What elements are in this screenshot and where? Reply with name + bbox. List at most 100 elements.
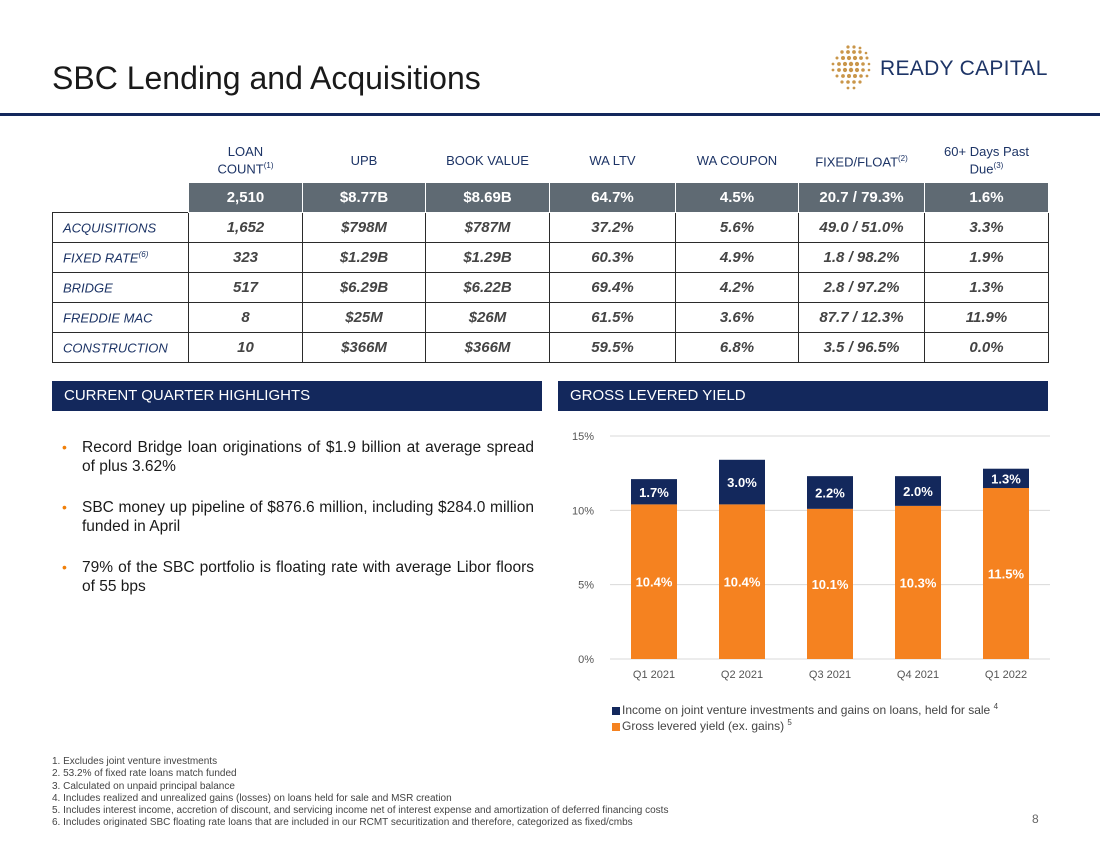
- row-label: ACQUISITIONS: [52, 212, 189, 243]
- logo-dots-icon: [831, 45, 871, 90]
- table-cell: 5.6%: [675, 212, 799, 243]
- table-cell: 49.0 / 51.0%: [798, 212, 925, 243]
- table-cell: 4.2%: [675, 272, 799, 303]
- x-tick-label: Q1 2022: [985, 669, 1027, 681]
- data-label: 2.2%: [815, 485, 845, 500]
- y-tick-label: 10%: [572, 505, 594, 517]
- table-row-acquisitions: ACQUISITIONS 1,652 $798M $787M 37.2% 5.6…: [52, 212, 1049, 243]
- data-label: 10.4%: [724, 575, 761, 590]
- footnotes: 1. Excludes joint venture investments 2.…: [52, 756, 668, 830]
- row-label: BRIDGE: [52, 272, 189, 303]
- table-cell: $366M: [425, 332, 550, 363]
- y-tick-label: 0%: [578, 654, 594, 666]
- table-cell: 1,652: [188, 212, 303, 243]
- header-wa-ltv: WA LTV: [589, 153, 636, 168]
- table-cell: 0.0%: [924, 332, 1049, 363]
- table-cell: 323: [188, 242, 303, 273]
- bar-jv-income: [719, 459, 765, 505]
- table-cell: $6.29B: [302, 272, 426, 303]
- x-tick-label: Q4 2021: [897, 669, 939, 681]
- footnote: 1. Excludes joint venture investments: [52, 756, 218, 767]
- table-cell: 10: [188, 332, 303, 363]
- table-cell: $8.77B: [302, 182, 426, 213]
- row-label: FIXED RATE(6): [52, 242, 189, 273]
- y-tick-label: 15%: [572, 431, 594, 443]
- bar-jv-income: [631, 479, 677, 505]
- data-label: 10.4%: [636, 575, 673, 590]
- bullet-icon: •: [62, 499, 67, 515]
- table-cell: 64.7%: [549, 182, 676, 213]
- y-tick-label: 5%: [578, 580, 594, 592]
- header-book-value: BOOK VALUE: [446, 153, 529, 168]
- table-cell: 3.3%: [924, 212, 1049, 243]
- page-number: 8: [1032, 812, 1039, 826]
- data-label: 11.5%: [988, 567, 1025, 582]
- table-cell: 60.3%: [549, 242, 676, 273]
- bar-jv-income: [807, 476, 853, 509]
- table-cell: 3.6%: [675, 302, 799, 333]
- page-title: SBC Lending and Acquisitions: [52, 60, 481, 96]
- bullet-icon: •: [62, 439, 67, 455]
- table-cell: 1.8 / 98.2%: [798, 242, 925, 273]
- table-cell: 4.5%: [675, 182, 799, 213]
- list-item: • Record Bridge loan originations of $1.9…: [62, 439, 534, 475]
- x-tick-label: Q2 2021: [721, 669, 763, 681]
- table-header-row: LOAN COUNT(1) UPB BOOK VALUE WA LTV WA CO…: [53, 140, 1049, 183]
- table-cell: $787M: [425, 212, 550, 243]
- footnote: 5. Includes interest income, accretion o…: [52, 805, 669, 817]
- header-wa-coupon: WA COUPON: [696, 153, 778, 168]
- table-cell: $26M: [425, 302, 550, 333]
- table-cell: 1.9%: [924, 242, 1049, 273]
- table-cell: 4.9%: [675, 242, 799, 273]
- table-cell: 1.3%: [924, 272, 1049, 303]
- table-cell: 37.2%: [549, 212, 676, 243]
- ready-capital-logo: READY CAPITAL: [828, 43, 1058, 93]
- footnote: 4. Includes realized and unrealized gain…: [52, 792, 452, 804]
- bar-gross-yield: [807, 508, 853, 659]
- table-cell: 20.7 / 79.3%: [798, 182, 925, 213]
- table-total-row: 2,510 $8.77B $8.69B 64.7% 4.5% 20.7 / 79…: [53, 182, 1049, 213]
- bar-gross-yield: [631, 504, 677, 659]
- table-row-fixed-rate: FIXED RATE(6) 323 $1.29B $1.29B 60.3% 4.…: [52, 242, 1049, 273]
- table-cell: 3.5 / 96.5%: [798, 332, 925, 363]
- highlights-list: • Record Bridge loan originations of $1.9…: [62, 438, 534, 618]
- legend-item-jv-income: Income on joint venture investments and …: [612, 702, 998, 717]
- table-cell: 517: [188, 272, 303, 303]
- row-label: CONSTRUCTION: [52, 332, 189, 363]
- table-cell: $1.29B: [425, 242, 550, 273]
- table-cell: 1.6%: [924, 182, 1049, 213]
- table-cell: 69.4%: [549, 272, 676, 303]
- gross-levered-yield-chart: 0% 5% 10% 15% 10.4% 1.7% Q1 2021 10.4% 3.0% Q2 20…: [572, 431, 1050, 681]
- bullet-icon: •: [62, 559, 67, 575]
- legend-swatch: [612, 722, 620, 731]
- table-cell: 87.7 / 12.3%: [798, 302, 925, 333]
- table-row-bridge: BRIDGE 517 $6.29B $6.22B 69.4% 4.2% 2.8 …: [52, 272, 1049, 303]
- bar-gross-yield: [983, 488, 1029, 659]
- bar-jv-income: [983, 468, 1029, 489]
- data-label: 2.0%: [903, 484, 933, 499]
- logo-text: READY CAPITAL: [880, 57, 1048, 80]
- header-loan-count: LOAN COUNT(1): [217, 144, 274, 177]
- header-upb: UPB: [350, 153, 378, 168]
- list-item: • 79% of the SBC portfolio is floating ra…: [62, 559, 534, 595]
- legend-swatch: [612, 706, 620, 715]
- bar-gross-yield: [895, 505, 941, 659]
- header-fixed-float: FIXED/FLOAT(2): [815, 154, 908, 170]
- chart-heading: GROSS LEVERED YIELD: [558, 381, 1048, 411]
- table-cell: $25M: [302, 302, 426, 333]
- list-item: • SBC money up pipeline of $876.6 million…: [62, 499, 534, 535]
- data-label: 10.3%: [900, 575, 937, 590]
- table-row-construction: CONSTRUCTION 10 $366M $366M 59.5% 6.8% 3…: [52, 332, 1049, 363]
- highlights-heading: CURRENT QUARTER HIGHLIGHTS: [52, 381, 542, 411]
- table-cell: $6.22B: [425, 272, 550, 303]
- table-cell: $1.29B: [302, 242, 426, 273]
- x-tick-label: Q1 2021: [633, 669, 675, 681]
- header-blank: [53, 140, 189, 183]
- data-label: 1.7%: [639, 485, 669, 500]
- footnote: 3. Calculated on unpaid principal balanc…: [52, 780, 235, 792]
- table-cell: $798M: [302, 212, 426, 243]
- table-cell: 2.8 / 97.2%: [798, 272, 925, 303]
- table-cell: 2,510: [188, 182, 303, 213]
- footnote: 6. Includes originated SBC floating rate…: [52, 817, 633, 829]
- table-cell: $366M: [302, 332, 426, 363]
